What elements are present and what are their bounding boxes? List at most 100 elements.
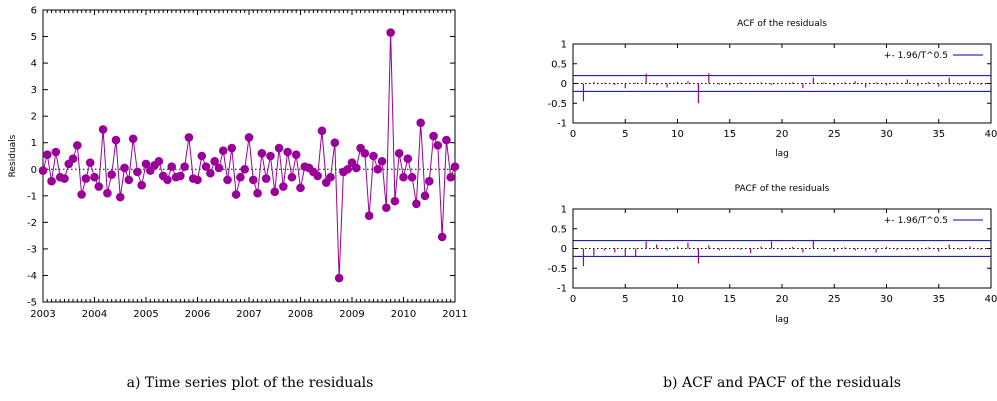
ts-data-point bbox=[279, 182, 288, 191]
ts-x-tick-label: 2003 bbox=[30, 309, 55, 320]
ts-x-tick-label: 2004 bbox=[82, 309, 107, 320]
ts-y-tick-label: -4 bbox=[27, 271, 37, 282]
ts-data-point bbox=[377, 157, 387, 166]
ts-data-point bbox=[227, 143, 237, 153]
ts-x-tick-label: 2011 bbox=[442, 309, 467, 320]
acf-x-tick-label: 5 bbox=[622, 129, 628, 140]
ts-data-point bbox=[68, 154, 78, 163]
ts-data-point bbox=[412, 199, 421, 209]
ts-data-point bbox=[382, 203, 391, 213]
acf-y-tick-label: 0 bbox=[561, 79, 567, 90]
ts-data-point bbox=[287, 172, 297, 182]
ts-data-point bbox=[317, 126, 327, 136]
acf-x-tick-label: 20 bbox=[776, 129, 789, 140]
ts-data-point bbox=[180, 162, 189, 171]
ts-data-point bbox=[47, 176, 56, 186]
ts-data-point bbox=[437, 232, 447, 242]
pacf-x-tick-label: 10 bbox=[671, 294, 684, 305]
ts-data-point bbox=[98, 125, 108, 134]
ts-y-tick-labels: 6 5 4 3 2 1 0 -1 -2 -3 -4 -5 bbox=[27, 6, 37, 309]
ts-data-point bbox=[399, 172, 408, 182]
ts-data-point bbox=[364, 211, 374, 221]
ts-data-point bbox=[115, 192, 125, 202]
ts-data-point bbox=[154, 157, 164, 166]
acf-y-tick-labels: 1 0.5 0 -0.5 -1 bbox=[547, 40, 567, 130]
ts-data-point bbox=[343, 164, 353, 174]
pacf-x-axis-label: lag bbox=[775, 315, 789, 325]
ts-y-tick-label: -5 bbox=[27, 298, 37, 309]
ts-data-point bbox=[248, 175, 258, 185]
ts-data-point bbox=[107, 170, 116, 179]
ts-data-point bbox=[193, 175, 202, 185]
ts-data-point bbox=[369, 151, 378, 161]
ts-data-point bbox=[433, 141, 443, 150]
ts-tick-marks bbox=[42, 9, 456, 303]
ts-data-point bbox=[42, 150, 52, 159]
ts-y-tick-label: 0 bbox=[31, 165, 37, 176]
acf-bars bbox=[582, 73, 982, 104]
ts-data-point bbox=[124, 175, 134, 185]
pacf-x-tick-label: 20 bbox=[776, 294, 789, 305]
ts-data-point bbox=[334, 273, 344, 283]
acf-x-tick-label: 0 bbox=[570, 129, 576, 140]
ts-data-point bbox=[120, 163, 129, 173]
ts-data-point bbox=[373, 164, 383, 174]
ts-y-tick-label: 5 bbox=[31, 32, 37, 43]
ts-data-point bbox=[85, 158, 95, 167]
ts-y-tick-label: 4 bbox=[31, 59, 37, 70]
pacf-x-tick-label: 15 bbox=[723, 294, 736, 305]
acf-title: ACF of the residuals bbox=[737, 19, 827, 29]
ts-data-point bbox=[253, 188, 262, 198]
ts-data-point bbox=[450, 162, 460, 171]
ts-data-point bbox=[296, 183, 305, 193]
ts-data-point bbox=[51, 147, 61, 157]
ts-data-point bbox=[330, 138, 340, 148]
ts-data-point bbox=[197, 151, 207, 161]
ts-data-point bbox=[236, 172, 245, 182]
pacf-x-tick-label: 35 bbox=[932, 294, 945, 305]
acf-x-tick-label: 30 bbox=[880, 129, 893, 140]
acf-y-tick-label: -1 bbox=[557, 119, 567, 130]
ts-data-point bbox=[103, 188, 112, 198]
ts-data-point bbox=[360, 149, 370, 158]
ts-data-point bbox=[176, 171, 185, 181]
caption-b: b) ACF and PACF of the residuals bbox=[663, 375, 901, 391]
pacf-y-tick-label: 0 bbox=[561, 244, 567, 255]
ts-data-point bbox=[244, 133, 254, 142]
ts-y-tick-label: 6 bbox=[31, 6, 37, 17]
ts-data-point bbox=[60, 174, 69, 183]
ts-data-point bbox=[77, 190, 86, 199]
ts-y-tick-label: 3 bbox=[31, 85, 37, 96]
ts-data-point bbox=[270, 187, 280, 197]
ts-data-point bbox=[291, 150, 301, 159]
ts-y-tick-label: -1 bbox=[27, 191, 37, 202]
acf-x-tick-label: 35 bbox=[932, 129, 945, 140]
pacf-y-tick-label: -0.5 bbox=[547, 264, 567, 275]
ts-y-tick-label: -2 bbox=[27, 218, 37, 229]
ts-x-tick-label: 2007 bbox=[236, 309, 261, 320]
acf-x-tick-label: 10 bbox=[671, 129, 684, 140]
ts-data-point bbox=[81, 174, 91, 183]
ts-data-point bbox=[128, 134, 138, 144]
ts-y-axis-label: Residuals bbox=[8, 134, 18, 177]
ts-y-tick-label: 1 bbox=[31, 138, 37, 149]
ts-data-point bbox=[266, 151, 275, 161]
ts-x-tick-label: 2010 bbox=[391, 309, 416, 320]
ts-data-point bbox=[390, 196, 400, 206]
ts-x-tick-label: 2009 bbox=[339, 309, 364, 320]
pacf-y-tick-label: -1 bbox=[557, 284, 567, 295]
ts-data-point bbox=[386, 28, 395, 37]
ts-data-point bbox=[326, 172, 335, 182]
ts-data-point bbox=[424, 176, 434, 186]
ts-data-point bbox=[163, 175, 172, 185]
ts-data-point bbox=[223, 175, 232, 185]
ts-y-tick-label: 2 bbox=[31, 112, 37, 123]
ts-data-point bbox=[240, 164, 250, 174]
ts-data-point bbox=[420, 191, 430, 201]
ts-data-point bbox=[94, 182, 104, 191]
ts-data-point bbox=[351, 163, 361, 173]
ts-data-point bbox=[214, 163, 224, 173]
ts-x-tick-label: 2005 bbox=[133, 309, 158, 320]
pacf-y-tick-label: 1 bbox=[561, 205, 567, 216]
